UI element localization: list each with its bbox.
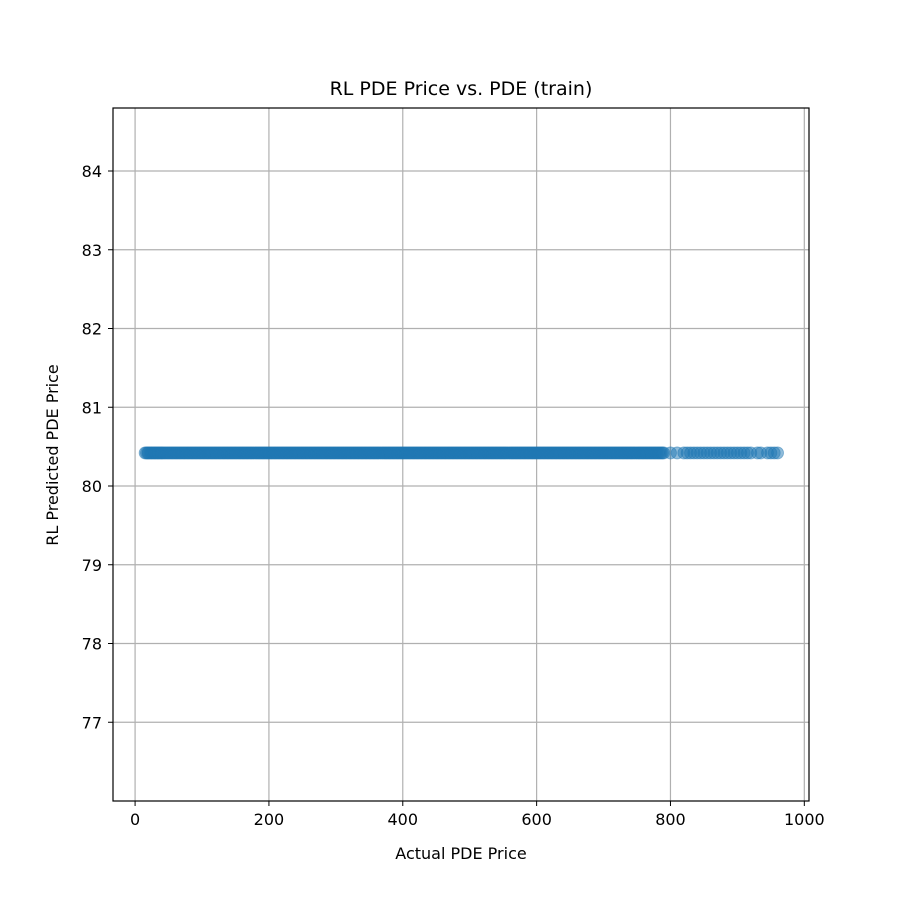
- scatter-point: [771, 446, 784, 460]
- y-tick-label: 81: [82, 398, 102, 417]
- x-axis-title: Actual PDE Price: [395, 844, 526, 863]
- y-tick-label: 78: [82, 635, 102, 654]
- y-tick-label: 84: [82, 162, 102, 181]
- chart-title: RL PDE Price vs. PDE (train): [330, 78, 593, 100]
- y-tick-label: 80: [82, 477, 102, 496]
- x-tick-label: 600: [521, 810, 552, 829]
- axis-ticks: 0 200 400 600 800 1000 77 78 79 80 81 82 83 84: [82, 162, 825, 829]
- x-tick-label: 800: [655, 810, 686, 829]
- data-points: [138, 446, 784, 460]
- y-tick-label: 77: [82, 713, 102, 732]
- y-tick-label: 82: [82, 320, 102, 339]
- x-tick-label: 0: [130, 810, 140, 829]
- y-tick-label: 83: [82, 241, 102, 260]
- x-tick-label: 1000: [784, 810, 825, 829]
- plot-frame: [112, 107, 810, 802]
- x-tick-label: 400: [388, 810, 419, 829]
- x-tick-label: 200: [254, 810, 285, 829]
- y-tick-label: 79: [82, 556, 102, 575]
- y-axis-title: RL Predicted PDE Price: [43, 364, 62, 546]
